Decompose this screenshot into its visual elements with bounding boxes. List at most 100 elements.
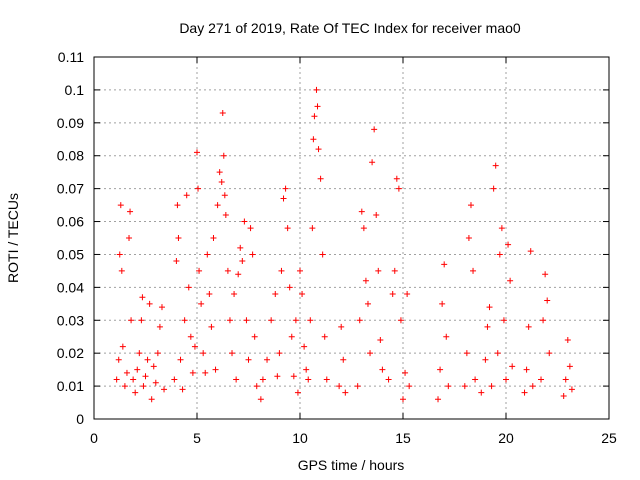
data-point bbox=[185, 284, 192, 291]
data-point bbox=[439, 300, 446, 307]
y-tick-label: 0 bbox=[76, 411, 84, 427]
data-point bbox=[309, 225, 316, 232]
data-point bbox=[321, 333, 328, 340]
data-point bbox=[224, 267, 231, 274]
data-point bbox=[568, 386, 575, 393]
data-point bbox=[461, 383, 468, 390]
data-point bbox=[470, 267, 477, 274]
data-point bbox=[336, 383, 343, 390]
data-point bbox=[406, 383, 413, 390]
data-point bbox=[146, 300, 153, 307]
data-point bbox=[179, 386, 186, 393]
data-point bbox=[117, 202, 124, 209]
y-tick-label: 0.1 bbox=[65, 82, 85, 98]
data-point bbox=[527, 248, 534, 255]
data-point bbox=[509, 363, 516, 370]
data-point bbox=[354, 383, 361, 390]
data-point bbox=[235, 271, 242, 278]
data-point bbox=[560, 392, 567, 399]
data-point bbox=[245, 356, 252, 363]
data-point bbox=[375, 267, 382, 274]
data-point bbox=[505, 241, 512, 248]
data-point bbox=[210, 235, 217, 241]
data-point bbox=[243, 317, 250, 324]
data-point bbox=[175, 235, 182, 241]
data-point bbox=[362, 277, 369, 284]
data-point bbox=[488, 383, 495, 390]
data-point bbox=[314, 103, 321, 110]
data-point bbox=[132, 389, 139, 396]
data-point bbox=[195, 185, 202, 192]
data-point bbox=[340, 356, 347, 363]
data-point bbox=[249, 251, 256, 258]
data-point bbox=[542, 271, 549, 278]
data-point bbox=[150, 363, 157, 370]
data-point bbox=[191, 343, 198, 350]
data-point bbox=[379, 366, 386, 373]
data-point bbox=[564, 337, 571, 344]
y-tick-label: 0.09 bbox=[57, 115, 84, 131]
data-point bbox=[529, 383, 536, 390]
data-point bbox=[472, 376, 479, 383]
y-tick-label: 0.08 bbox=[57, 148, 84, 164]
data-point bbox=[465, 235, 472, 241]
data-point bbox=[503, 376, 509, 383]
data-point bbox=[323, 376, 330, 383]
data-point bbox=[492, 162, 499, 169]
data-point bbox=[130, 376, 137, 383]
data-point bbox=[369, 159, 376, 166]
data-point bbox=[525, 323, 532, 330]
data-point bbox=[156, 323, 163, 330]
data-point bbox=[500, 317, 507, 324]
data-point bbox=[338, 323, 345, 330]
x-axis-label: GPS time / hours bbox=[298, 457, 405, 473]
y-tick-label: 0.03 bbox=[57, 312, 84, 328]
chart-title: Day 271 of 2019, Rate Of TEC Index for r… bbox=[179, 20, 521, 36]
data-point bbox=[206, 290, 213, 297]
data-point bbox=[498, 225, 505, 232]
data-point bbox=[303, 366, 310, 373]
data-point bbox=[540, 317, 547, 324]
data-point bbox=[299, 290, 306, 297]
data-point bbox=[311, 113, 318, 120]
data-point bbox=[288, 333, 295, 340]
data-points bbox=[113, 86, 575, 403]
data-point bbox=[113, 376, 120, 383]
data-point bbox=[367, 350, 374, 357]
y-tick-label: 0.02 bbox=[57, 345, 84, 361]
data-point bbox=[226, 317, 233, 324]
data-point bbox=[494, 350, 501, 357]
data-point bbox=[373, 211, 380, 218]
data-point bbox=[174, 202, 181, 209]
data-point bbox=[121, 383, 128, 390]
data-point bbox=[400, 396, 406, 403]
data-point bbox=[183, 192, 190, 199]
y-tick-label: 0.11 bbox=[58, 49, 84, 65]
grid bbox=[94, 57, 609, 419]
data-point bbox=[443, 333, 450, 340]
data-point bbox=[171, 376, 178, 383]
data-point bbox=[562, 376, 569, 383]
y-tick-label: 0.06 bbox=[57, 214, 84, 230]
y-tick-label: 0.07 bbox=[57, 181, 84, 197]
data-point bbox=[507, 277, 514, 284]
y-tick-label: 0.04 bbox=[57, 279, 84, 295]
data-point bbox=[116, 251, 123, 258]
data-point bbox=[161, 386, 168, 393]
data-point bbox=[364, 300, 371, 307]
data-point bbox=[259, 376, 266, 383]
data-point bbox=[148, 396, 155, 403]
data-point bbox=[202, 369, 209, 376]
data-point bbox=[139, 294, 146, 301]
data-point bbox=[187, 333, 194, 340]
data-point bbox=[268, 317, 275, 324]
data-point bbox=[385, 376, 392, 383]
data-point bbox=[317, 175, 324, 182]
data-point bbox=[393, 175, 400, 182]
data-point bbox=[294, 389, 301, 396]
data-point bbox=[134, 366, 141, 373]
data-point bbox=[196, 267, 203, 274]
data-point bbox=[284, 225, 291, 232]
